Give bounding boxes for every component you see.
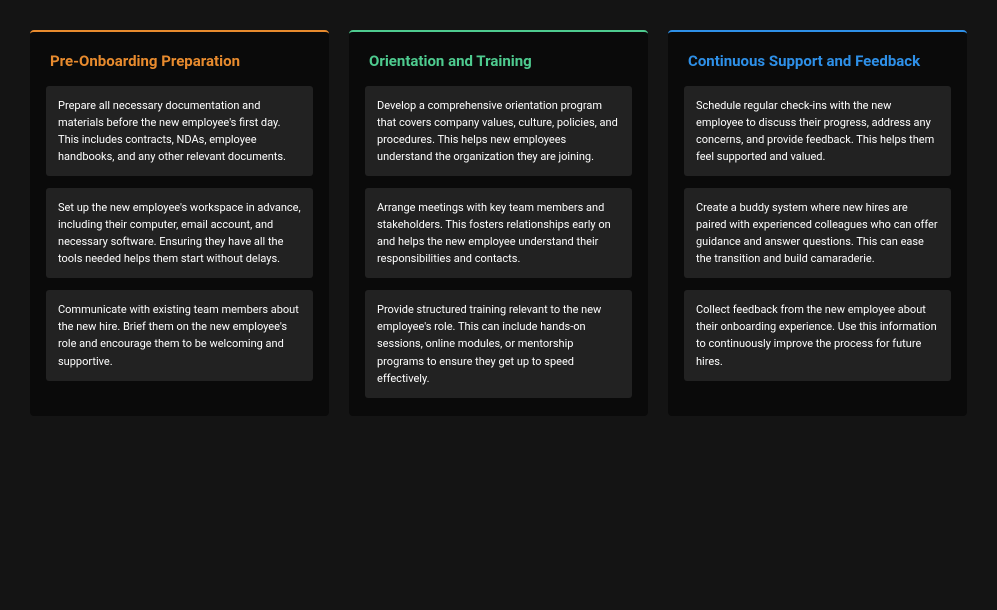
- column-support: Continuous Support and Feedback Schedule…: [668, 30, 967, 416]
- column-title-orientation: Orientation and Training: [365, 52, 632, 70]
- item-card: Create a buddy system where new hires ar…: [684, 188, 951, 278]
- columns-container: Pre-Onboarding Preparation Prepare all n…: [0, 0, 997, 446]
- item-card: Collect feedback from the new employee a…: [684, 290, 951, 380]
- column-pre-onboarding: Pre-Onboarding Preparation Prepare all n…: [30, 30, 329, 416]
- item-card: Prepare all necessary documentation and …: [46, 86, 313, 176]
- item-card: Develop a comprehensive orientation prog…: [365, 86, 632, 176]
- column-orientation: Orientation and Training Develop a compr…: [349, 30, 648, 416]
- item-card: Arrange meetings with key team members a…: [365, 188, 632, 278]
- item-card: Schedule regular check-ins with the new …: [684, 86, 951, 176]
- column-title-support: Continuous Support and Feedback: [684, 52, 951, 70]
- item-card: Provide structured training relevant to …: [365, 290, 632, 397]
- item-card: Set up the new employee's workspace in a…: [46, 188, 313, 278]
- item-card: Communicate with existing team members a…: [46, 290, 313, 380]
- column-title-pre-onboarding: Pre-Onboarding Preparation: [46, 52, 313, 70]
